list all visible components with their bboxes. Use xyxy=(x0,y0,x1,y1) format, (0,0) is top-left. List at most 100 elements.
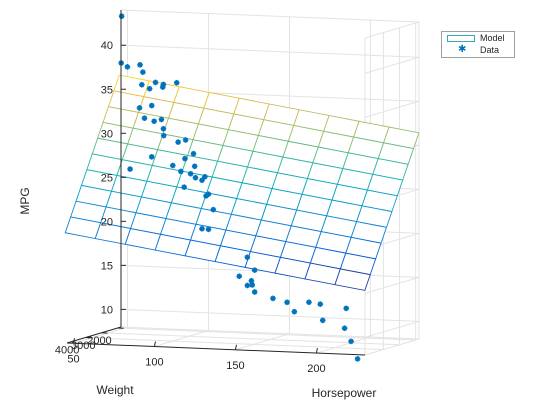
data-point xyxy=(178,168,184,175)
data-point xyxy=(317,301,324,307)
data-point xyxy=(136,105,143,111)
z-axis-label: MPG xyxy=(18,187,32,214)
surface-cell xyxy=(64,216,102,240)
y-tick-mark xyxy=(315,347,318,354)
data-point xyxy=(124,64,131,70)
data-point xyxy=(140,69,146,75)
data-point xyxy=(248,277,255,284)
z-tick-label: 25 xyxy=(101,172,113,184)
data-point-stroke xyxy=(175,139,181,145)
data-points xyxy=(118,13,361,362)
x-tick-label: 2000 xyxy=(87,335,111,347)
data-point xyxy=(141,115,148,121)
data-point-stroke xyxy=(192,175,199,181)
z-tick-label: 15 xyxy=(101,260,113,272)
y-tick-mark xyxy=(72,338,75,344)
data-point xyxy=(249,282,256,288)
data-point xyxy=(182,137,189,143)
z-tick-label: 30 xyxy=(101,128,113,140)
gridline xyxy=(316,336,371,354)
x-tick-label: 3000 xyxy=(71,340,95,352)
z-tick-label: 35 xyxy=(101,84,113,96)
data-point-stroke xyxy=(190,151,197,157)
gridline xyxy=(101,332,400,346)
data-point xyxy=(151,118,157,125)
data-point xyxy=(158,116,165,123)
data-point xyxy=(173,79,180,86)
data-point xyxy=(291,308,298,315)
data-point xyxy=(191,163,198,170)
data-point-stroke xyxy=(210,207,216,213)
data-point xyxy=(160,125,167,132)
data-point-stroke xyxy=(291,309,297,315)
data-point xyxy=(139,81,145,88)
data-point xyxy=(354,356,361,362)
wall-edge xyxy=(364,21,420,39)
data-point-stroke xyxy=(141,115,148,121)
gridline xyxy=(235,333,290,351)
gridline xyxy=(154,330,209,348)
gridline xyxy=(73,326,128,344)
data-point-stroke xyxy=(161,133,167,139)
legend-entry-model: Model xyxy=(442,33,514,45)
gridline xyxy=(117,327,416,341)
data-point-stroke xyxy=(137,105,143,111)
data-point-stroke xyxy=(174,80,180,86)
z-tick-label: 40 xyxy=(101,40,113,52)
data-point xyxy=(190,150,197,157)
data-point-stroke xyxy=(249,282,255,288)
y-axis-label: Horsepower xyxy=(312,386,377,400)
legend: Model ✱ Data xyxy=(441,31,515,58)
gridline xyxy=(364,56,420,74)
data-point xyxy=(319,317,326,324)
data-point-stroke xyxy=(160,126,166,132)
data-point-stroke xyxy=(205,191,211,197)
data-point-stroke xyxy=(317,301,323,307)
data-point-stroke xyxy=(205,226,211,232)
data-point-stroke xyxy=(151,118,157,124)
data-point-stroke xyxy=(355,356,361,362)
x-axis-label: Weight xyxy=(96,383,134,397)
data-point-stroke xyxy=(252,289,258,295)
data-point-stroke xyxy=(252,267,258,273)
data-point-stroke xyxy=(119,13,125,19)
data-point xyxy=(160,81,167,88)
data-point-stroke xyxy=(178,168,184,174)
data-point xyxy=(187,170,194,177)
data-point-stroke xyxy=(192,163,198,169)
data-point xyxy=(341,325,348,332)
data-point-stroke xyxy=(342,325,348,331)
data-point-stroke xyxy=(158,116,164,123)
data-point-stroke xyxy=(160,81,166,87)
data-point xyxy=(236,273,243,280)
data-point-stroke xyxy=(149,154,155,160)
data-point-stroke xyxy=(137,62,143,68)
legend-entry-data: ✱ Data xyxy=(442,45,514,57)
data-point-stroke xyxy=(348,338,354,344)
y-axis-line xyxy=(66,342,366,356)
surface-swatch-icon xyxy=(447,35,475,42)
data-point xyxy=(169,162,176,169)
data-point-stroke xyxy=(149,103,155,109)
data-point-stroke xyxy=(140,69,146,75)
data-point xyxy=(181,184,187,190)
data-point xyxy=(192,174,199,181)
data-point xyxy=(118,13,125,19)
data-point xyxy=(175,139,181,145)
data-point xyxy=(160,132,167,139)
wall-edge xyxy=(120,326,420,340)
data-point xyxy=(182,155,188,162)
y-tick-label: 100 xyxy=(145,357,163,369)
data-point xyxy=(251,267,258,273)
data-point xyxy=(251,289,258,295)
data-point xyxy=(199,225,205,232)
data-point xyxy=(210,206,217,213)
data-point-stroke xyxy=(270,295,276,301)
data-point-stroke xyxy=(181,184,187,190)
data-point xyxy=(127,166,133,172)
data-point-stroke xyxy=(188,171,194,177)
data-point xyxy=(348,338,354,345)
y-tick-label: 200 xyxy=(307,363,325,375)
wall-edge xyxy=(120,9,420,23)
data-point xyxy=(152,79,159,86)
